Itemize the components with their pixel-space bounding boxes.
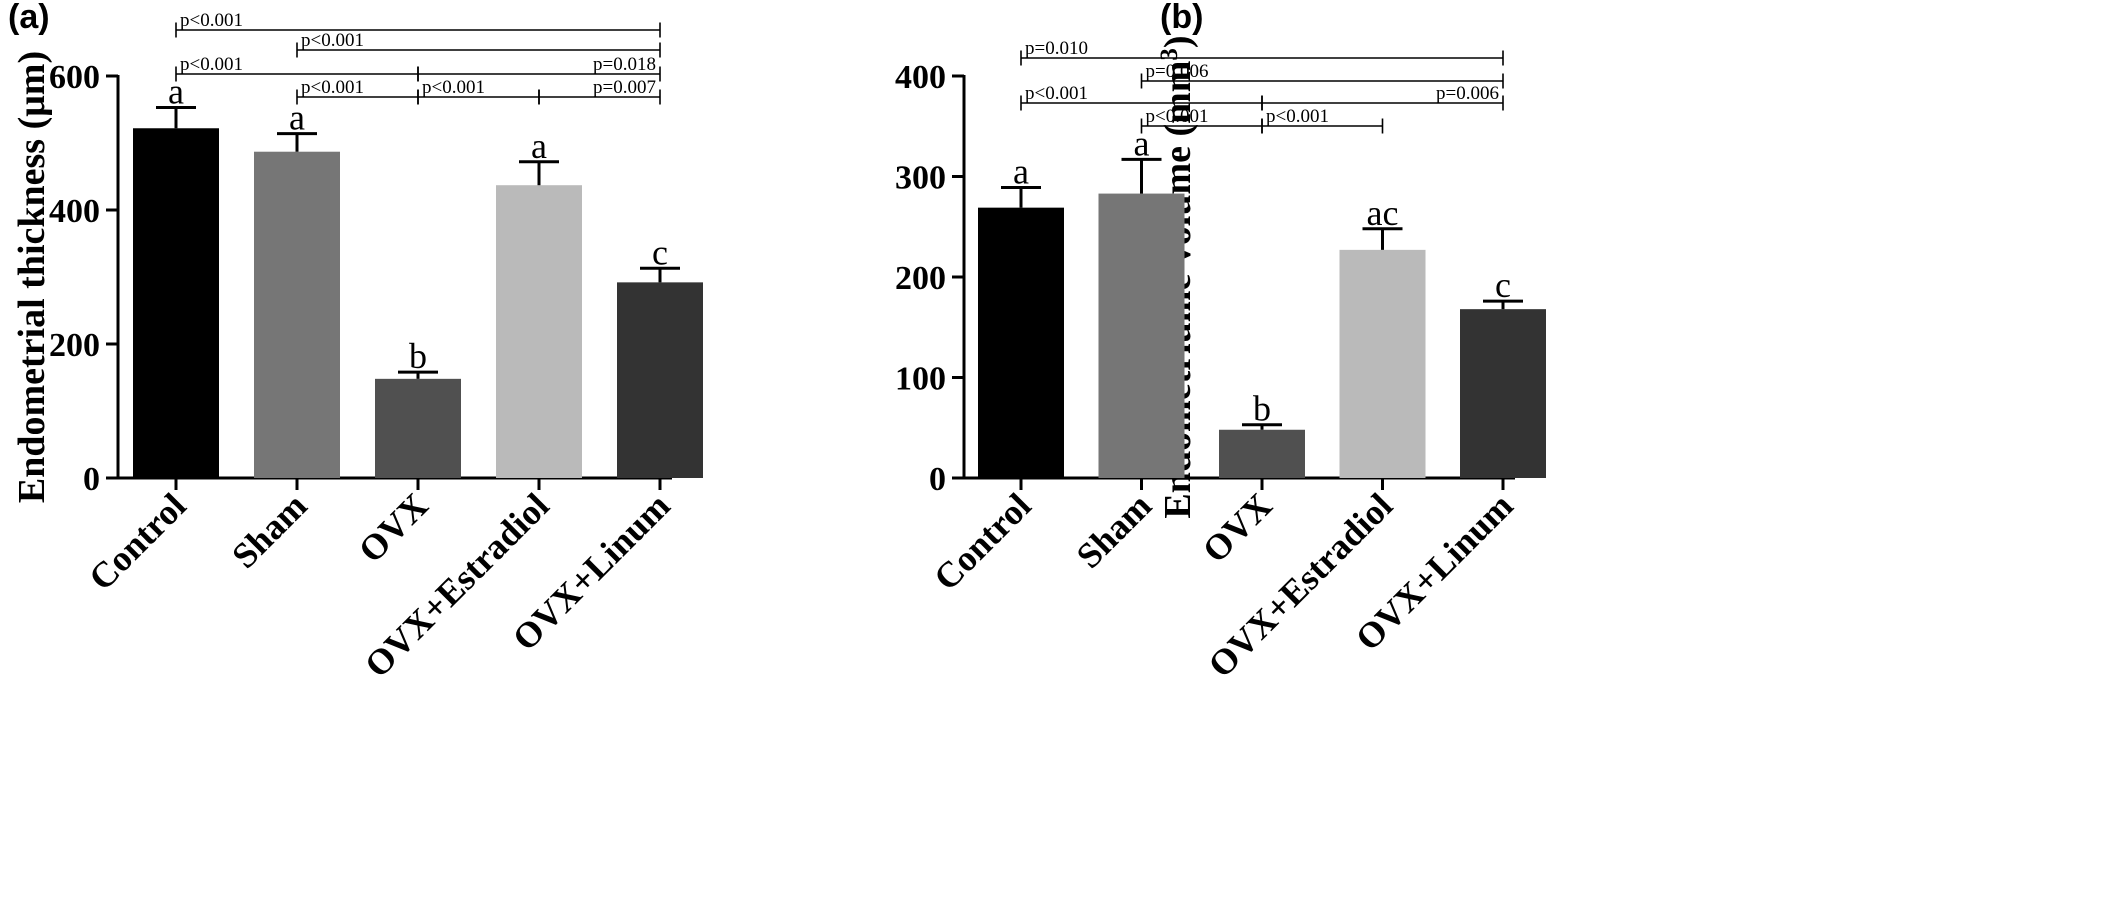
panel-a-sig-letter: b [409,336,427,376]
panel-b-sig-letter: ac [1367,193,1399,233]
panel-b-y-tick-label: 300 [895,160,946,197]
panel-a-sig-letter: a [531,126,547,166]
panel-a-p-value-label: p=0.018 [593,54,656,75]
panel-a-sig-letter: c [652,232,668,272]
panel-a-bar [496,185,582,478]
panel-b-sig-letter: b [1253,389,1271,429]
panel-b-sig-letter: a [1013,152,1029,192]
panel-a-bar [133,128,219,478]
panel-a-y-tick-label: 600 [49,59,100,96]
panel-a-y-tick-label: 400 [49,193,100,230]
panel-b-sig-letter: a [1134,123,1150,163]
panel-a-sig-bracket: p<0.001 [296,77,419,105]
panel-b-y-tick-label: 0 [929,461,946,498]
panel-a-category-label: Control [81,485,194,598]
panel-b-sig-letter: c [1495,265,1511,305]
panel-b-category-label: Control [926,485,1039,598]
panel-a-p-value-label: p<0.001 [301,30,364,51]
panel-b-bar [978,207,1064,478]
panel-a-p-value-label: p=0.007 [593,77,656,98]
panel-b-bar [1098,193,1185,478]
panel-a-p-value-label: p<0.001 [180,10,243,31]
panel-a-y-tick-label: 200 [49,327,100,364]
panel-a-p-value-label: p<0.001 [301,77,364,98]
panel-a-category-label: Sham [224,485,315,576]
panel-b-bar [1219,429,1305,478]
panel-a-sig-letter: a [289,98,305,138]
panel-a-y-axis-title: Endometrial thickness (μm) [11,51,53,503]
panel-a-p-value-label: p<0.001 [422,77,485,98]
panel-a-sig-bracket: p=0.007 [538,77,661,105]
panel-b-y-tick-label: 100 [895,361,946,398]
panel-a-bar [617,282,703,478]
panel-b-sig-bracket: p<0.001 [1140,106,1263,134]
panel-b-bar [1460,309,1546,478]
panel-b-p-value-label: p=0.006 [1436,83,1499,104]
panel-b-category-label: Sham [1069,485,1160,576]
panel-a-sig-bracket: p=0.018 [417,54,661,82]
panel-b: (b) Endometriume volume (mm3) 0100200300… [895,0,1546,685]
panel-b-y-tick-label: 200 [895,260,946,297]
panel-a-p-value-label: p<0.001 [180,54,243,75]
panel-a-sig-letter: a [168,71,184,111]
panel-a-sig-bracket: p<0.001 [296,30,661,58]
panel-a: (a) Endometrial thickness (μm) 0 200 400 60… [8,0,703,685]
panel-b-sig-bracket: p=0.006 [1261,83,1504,111]
panel-a-y-tick-label: 0 [83,461,100,498]
panel-b-p-value-label: p<0.001 [1025,83,1088,104]
panel-b-y-tick-label: 400 [895,59,946,96]
panel-b-sig-bracket: p<0.001 [1261,106,1384,134]
panel-a-sig-bracket: p<0.001 [417,77,540,105]
panel-a-label: (a) [8,0,50,36]
panel-b-p-value-label: p<0.001 [1266,106,1329,127]
panel-b-label: (b) [1160,0,1203,36]
panel-b-bar [1339,249,1426,478]
panel-b-p-value-label: p<0.001 [1146,106,1209,127]
panel-a-sig-bracket: p<0.001 [175,10,661,38]
panel-b-sig-bracket: p=0.006 [1140,61,1504,89]
panel-b-p-value-label: p=0.006 [1146,61,1209,82]
panel-b-p-value-label: p=0.010 [1025,38,1088,59]
panel-b-sig-bracket: p=0.010 [1020,38,1504,66]
panel-a-category-label: OVX [351,485,436,570]
panel-a-bar [254,151,340,478]
panel-b-category-label: OVX [1195,485,1280,570]
panel-a-bar [375,378,461,478]
panel-a-sig-bracket: p<0.001 [175,54,419,82]
